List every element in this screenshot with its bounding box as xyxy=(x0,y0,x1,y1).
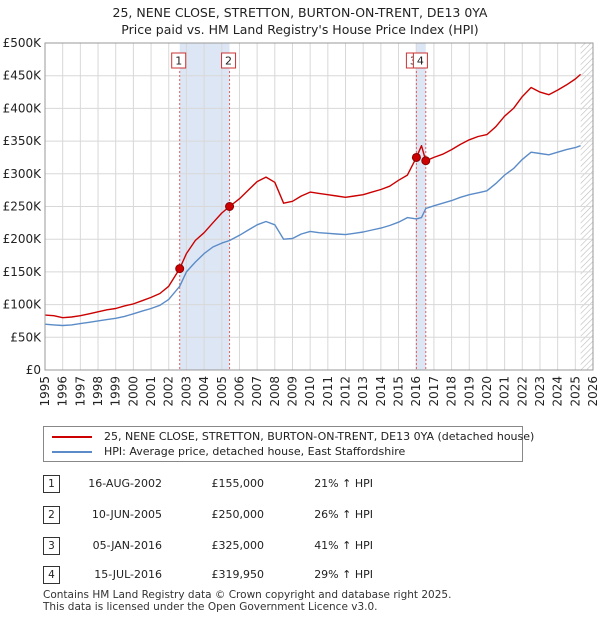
x-tick-label: 2014 xyxy=(374,376,388,407)
x-tick-label: 2024 xyxy=(551,376,565,407)
x-tick-label: 2000 xyxy=(126,376,140,407)
transaction-price: £319,950 xyxy=(180,565,264,585)
transaction-row: 2 10-JUN-2005 £250,000 26% ↑ HPI xyxy=(0,505,600,525)
x-tick-label: 1999 xyxy=(109,376,123,407)
transaction-number: 1 xyxy=(43,475,60,493)
footer-line-1: Contains HM Land Registry data © Crown c… xyxy=(43,589,451,601)
x-tick-label: 2006 xyxy=(232,376,246,407)
price-chart: £0 £50K £100K £150K £200K £250K £300K £350K £400… xyxy=(0,0,600,420)
legend-item-property: 25, NENE CLOSE, STRETTON, BURTON-ON-TREN… xyxy=(52,429,534,444)
x-tick-label: 2016 xyxy=(409,376,423,407)
sale-point xyxy=(422,157,430,165)
y-tick-label: £500K xyxy=(3,36,43,50)
transaction-hpi: 41% ↑ HPI xyxy=(283,536,373,556)
transaction-hpi: 21% ↑ HPI xyxy=(283,474,373,494)
transaction-date: 16-AUG-2002 xyxy=(70,474,162,494)
transaction-hpi: 26% ↑ HPI xyxy=(283,505,373,525)
x-tick-label: 2019 xyxy=(462,376,476,407)
transaction-number: 2 xyxy=(43,506,60,524)
transaction-price: £325,000 xyxy=(180,536,264,556)
transaction-row: 4 15-JUL-2016 £319,950 29% ↑ HPI xyxy=(0,565,600,585)
legend-label-hpi: HPI: Average price, detached house, East… xyxy=(104,445,405,458)
marker-label: 2 xyxy=(225,55,232,68)
x-tick-label: 2020 xyxy=(480,376,494,407)
y-tick-label: £100K xyxy=(3,298,43,312)
x-tick-label: 2008 xyxy=(268,376,282,407)
legend-swatch-hpi xyxy=(52,451,92,453)
y-tick-label: £300K xyxy=(3,167,43,181)
footer: Contains HM Land Registry data © Crown c… xyxy=(43,589,451,613)
sale-point xyxy=(412,153,420,161)
transaction-date: 15-JUL-2016 xyxy=(70,565,162,585)
x-tick-label: 1997 xyxy=(73,376,87,407)
transaction-date: 10-JUN-2005 xyxy=(70,505,162,525)
transaction-hpi: 29% ↑ HPI xyxy=(283,565,373,585)
sale-point xyxy=(176,265,184,273)
y-tick-label: £450K xyxy=(3,69,43,83)
transaction-date: 05-JAN-2016 xyxy=(70,536,162,556)
x-tick-label: 2005 xyxy=(215,376,229,407)
x-tick-label: 2001 xyxy=(144,376,158,407)
legend-item-hpi: HPI: Average price, detached house, East… xyxy=(52,444,405,459)
legend-label-property: 25, NENE CLOSE, STRETTON, BURTON-ON-TREN… xyxy=(104,430,534,443)
legend-swatch-property xyxy=(52,436,92,438)
x-tick-label: 2012 xyxy=(339,376,353,407)
legend: 25, NENE CLOSE, STRETTON, BURTON-ON-TREN… xyxy=(43,426,523,462)
marker-label: 4 xyxy=(417,55,424,68)
transaction-number: 3 xyxy=(43,537,60,555)
x-tick-label: 1996 xyxy=(56,376,70,407)
sale-point xyxy=(226,203,234,211)
y-tick-label: £400K xyxy=(3,101,43,115)
transaction-row: 1 16-AUG-2002 £155,000 21% ↑ HPI xyxy=(0,474,600,494)
x-tick-label: 1995 xyxy=(38,376,52,407)
x-tick-label: 2015 xyxy=(392,376,406,407)
transaction-price: £155,000 xyxy=(180,474,264,494)
x-tick-label: 2007 xyxy=(250,376,264,407)
x-tick-label: 2023 xyxy=(533,376,547,407)
y-tick-label: £50K xyxy=(10,330,42,344)
x-tick-label: 2011 xyxy=(321,376,335,407)
x-tick-label: 2021 xyxy=(498,376,512,407)
x-tick-label: 2022 xyxy=(515,376,529,407)
x-tick-label: 2025 xyxy=(568,376,582,407)
marker-label: 1 xyxy=(175,55,182,68)
x-tick-label: 1998 xyxy=(91,376,105,407)
y-tick-label: £350K xyxy=(3,134,43,148)
x-tick-label: 2009 xyxy=(285,376,299,407)
x-tick-label: 2018 xyxy=(445,376,459,407)
x-tick-label: 2003 xyxy=(179,376,193,407)
x-tick-label: 2017 xyxy=(427,376,441,407)
y-tick-label: £150K xyxy=(3,265,43,279)
x-tick-label: 2004 xyxy=(197,376,211,407)
transaction-price: £250,000 xyxy=(180,505,264,525)
x-tick-label: 2002 xyxy=(162,376,176,407)
x-tick-label: 2010 xyxy=(303,376,317,407)
transaction-number: 4 xyxy=(43,566,60,584)
footer-line-2: This data is licensed under the Open Gov… xyxy=(43,601,451,613)
y-tick-label: £200K xyxy=(3,232,43,246)
transaction-row: 3 05-JAN-2016 £325,000 41% ↑ HPI xyxy=(0,536,600,556)
x-tick-label: 2026 xyxy=(586,376,600,407)
y-tick-label: £250K xyxy=(3,200,43,214)
x-tick-label: 2013 xyxy=(356,376,370,407)
y-tick-label: £0 xyxy=(26,363,41,377)
